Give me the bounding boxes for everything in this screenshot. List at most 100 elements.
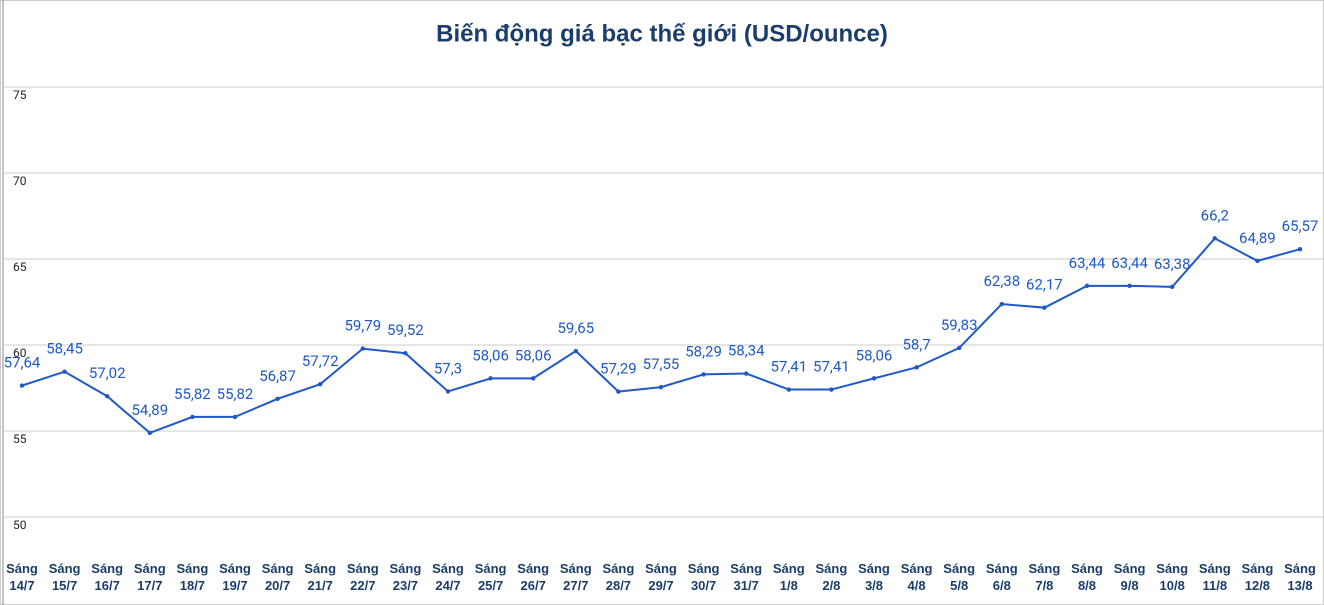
point: [573, 348, 578, 354]
value-label: 59,52: [387, 321, 424, 339]
point: [871, 376, 877, 381]
value-label: 57,72: [302, 352, 339, 370]
value-label: 63,38: [1154, 255, 1191, 273]
point: [957, 345, 962, 351]
x-tick-label: Sáng 15/7: [48, 561, 81, 593]
point: [190, 414, 195, 420]
value-label: 58,06: [515, 346, 552, 364]
point: [616, 389, 621, 394]
x-tick-label: Sáng 10/8: [1156, 561, 1189, 593]
point: [62, 369, 67, 374]
point: [19, 383, 25, 388]
x-tick-label: Sáng 23/7: [389, 561, 422, 593]
y-tick-label: 60: [13, 346, 27, 360]
x-tick-label: Sáng 30/7: [687, 561, 720, 593]
value-label: 57,64: [4, 354, 41, 372]
x-tick-label: Sáng 31/7: [730, 561, 763, 593]
x-tick-label: Sáng 5/8: [943, 561, 976, 593]
x-tick-label: Sáng 8/8: [1071, 561, 1103, 593]
value-label: 58,29: [685, 342, 722, 360]
point: [1042, 305, 1047, 310]
value-label: 59,79: [344, 317, 381, 335]
x-tick-label: Sáng 19/7: [219, 561, 251, 593]
point: [105, 394, 110, 399]
x-tick-label: Sáng 18/7: [176, 561, 209, 593]
point: [531, 376, 536, 381]
x-tick-label: Sáng 26/7: [517, 561, 550, 593]
x-tick-label: Sáng 28/7: [602, 561, 635, 593]
x-tick-label: Sáng 14/7: [6, 561, 38, 593]
chart-title: Biến động giá bạc thế giới (USD/ounce): [436, 20, 888, 47]
value-label: 63,44: [1111, 254, 1148, 272]
value-label: 58,34: [728, 342, 765, 360]
point: [829, 387, 834, 392]
value-label: 57,55: [643, 355, 680, 373]
point: [232, 414, 238, 420]
x-tick-label: Sáng 22/7: [346, 561, 379, 593]
value-label: 64,89: [1239, 229, 1276, 247]
x-tick-label: Sáng 3/8: [858, 561, 890, 593]
x-tick-label: Sáng 17/7: [133, 561, 166, 593]
point: [701, 372, 706, 377]
value-label: 63,44: [1069, 254, 1106, 272]
x-tick-label: Sáng 2/8: [815, 561, 848, 593]
value-label: 55,82: [217, 385, 254, 403]
point: [360, 346, 365, 351]
value-label: 54,89: [131, 401, 168, 419]
x-tick-label: Sáng 29/7: [645, 561, 677, 593]
value-label: 56,87: [259, 367, 296, 385]
point: [445, 389, 451, 394]
point: [318, 382, 323, 387]
x-tick-label: Sáng 6/8: [985, 561, 1018, 593]
value-label: 58,06: [472, 346, 509, 364]
value-label: 55,82: [174, 385, 211, 403]
point: [1170, 284, 1175, 290]
x-tick-label: Sáng 4/8: [900, 561, 933, 593]
value-label: 57,41: [813, 358, 850, 376]
x-tick-label: Sáng 7/8: [1028, 561, 1061, 593]
point: [147, 430, 152, 436]
value-label: 57,3: [434, 359, 462, 377]
value-label: 62,38: [983, 272, 1020, 290]
y-tick-label: 65: [13, 260, 27, 274]
point: [1255, 258, 1260, 264]
point: [658, 384, 664, 390]
value-label: 65,57: [1282, 217, 1319, 235]
value-label: 66,2: [1201, 206, 1229, 224]
point: [1127, 283, 1132, 289]
x-tick-label: Sáng 27/7: [559, 561, 592, 593]
point: [488, 376, 493, 381]
x-tick-label: Sáng 12/8: [1241, 561, 1274, 593]
point: [744, 371, 749, 376]
point: [786, 387, 791, 392]
value-label: 58,06: [856, 346, 893, 364]
point: [1212, 236, 1218, 241]
x-tick-label: Sáng 16/7: [91, 561, 124, 593]
x-tick-label: Sáng 1/8: [772, 561, 805, 593]
y-tick-label: 75: [13, 88, 27, 102]
line: [21, 237, 1301, 435]
point: [914, 365, 919, 370]
value-label: 58,7: [902, 335, 930, 353]
point: [275, 396, 280, 402]
x-tick-label: Sáng 20/7: [261, 561, 294, 593]
value-label: 57,41: [770, 358, 807, 376]
point: [1084, 283, 1090, 289]
point: [1297, 246, 1303, 252]
x-tick-label: Sáng 11/8: [1198, 561, 1231, 593]
point: [403, 351, 408, 356]
x-tick-label: Sáng 25/7: [474, 561, 507, 593]
y-tick-label: 50: [13, 518, 27, 532]
value-label: 62,17: [1026, 276, 1063, 294]
x-tick-label: Sáng 21/7: [304, 561, 337, 593]
value-label: 59,65: [557, 319, 594, 337]
y-tick-label: 70: [13, 174, 27, 188]
value-label: 57,29: [600, 360, 637, 378]
y-tick-label: 55: [13, 432, 27, 446]
point: [999, 301, 1004, 307]
value-label: 57,02: [89, 364, 126, 382]
value-label: 58,45: [46, 340, 83, 358]
value-label: 59,83: [941, 316, 978, 334]
